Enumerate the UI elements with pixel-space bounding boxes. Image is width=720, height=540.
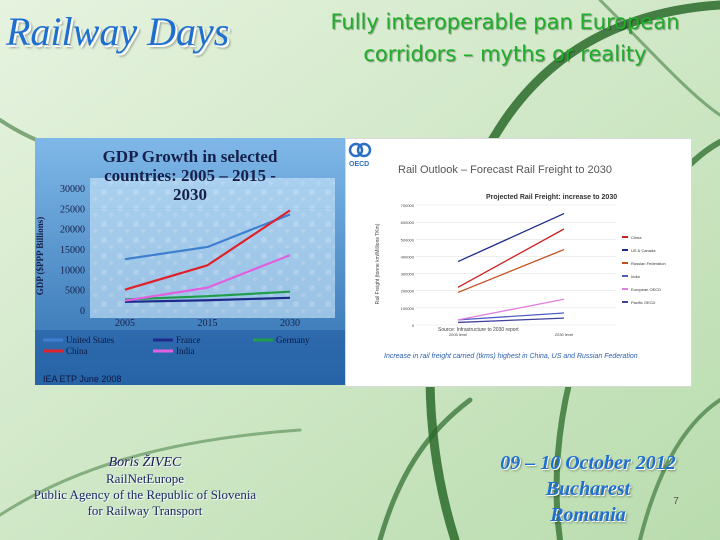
gdp-x-tick-label: 2015: [198, 318, 218, 329]
gdp-x-tick-label: 2030: [280, 318, 300, 329]
rail-source: Source: Infrastructure to 2030 report: [438, 327, 519, 333]
gdp-series-line-3: [124, 209, 291, 291]
gdp-series-line-2: [124, 290, 291, 301]
event-city: Bucharest: [545, 478, 631, 500]
gdp-legend-label: United States: [66, 335, 115, 345]
rail-series-line-4: [457, 298, 565, 321]
gdp-y-tick-label: 20000: [60, 225, 85, 236]
rail-legend-label: US & Canada: [631, 248, 656, 253]
author-agency: Public Agency of the Republic of Sloveni…: [33, 487, 257, 502]
rail-y-tick-label: 500000: [401, 237, 415, 242]
rail-y-tick-label: 0: [412, 323, 415, 328]
rail-y-tick-label: 100000: [401, 306, 415, 311]
rail-series-line-0: [457, 228, 565, 288]
rail-y-tick-label: 600000: [401, 220, 415, 225]
rail-x-tick-label: 2005 level: [449, 332, 467, 337]
gdp-legend-label: China: [66, 346, 88, 356]
author-organization: RailNetEurope: [106, 471, 184, 486]
gdp-series-line-1: [124, 296, 291, 303]
gdp-y-tick-label: 30000: [60, 184, 85, 195]
rail-legend-label: Pacific OECD: [631, 300, 656, 305]
rail-legend-label: China: [631, 235, 642, 240]
gdp-series-line-0: [124, 213, 291, 261]
oecd-logo-icon: OECD: [348, 142, 372, 168]
gdp-y-tick-label: 5000: [65, 286, 85, 297]
gdp-y-tick-label: 0: [80, 306, 85, 317]
rail-chart: OECD Rail Outlook – Forecast Rail Freigh…: [346, 139, 691, 386]
gdp-y-tick-label: 15000: [60, 245, 85, 256]
rail-series-line-3: [457, 312, 565, 321]
rail-series-line-5: [457, 317, 565, 324]
gdp-y-tick-label: 10000: [60, 265, 85, 276]
rail-y-tick-label: 300000: [401, 272, 415, 277]
event-block: 09 – 10 October 2012 Bucharest Romania: [468, 450, 708, 528]
page-number: 7: [673, 496, 679, 507]
rail-y-tick-label: 400000: [401, 254, 415, 259]
brand-title: Railway Days: [6, 9, 230, 54]
gdp-x-tick-label: 2005: [115, 318, 135, 329]
rail-chart-panel: OECD Rail Outlook – Forecast Rail Freigh…: [345, 138, 692, 387]
event-dates: 09 – 10 October 2012: [500, 452, 676, 474]
gdp-chart: GDP Growth in selected countries: 2005 –…: [35, 138, 357, 385]
gdp-y-axis-label: GDP ($PPP Billions): [35, 217, 45, 296]
rail-legend-label: India: [631, 274, 640, 279]
gdp-title-line1: GDP Growth in selected: [103, 147, 278, 166]
slide-title: Fully interoperable pan European corrido…: [330, 10, 680, 66]
oecd-logo-text: OECD: [349, 161, 369, 168]
gdp-title-line3: 2030: [173, 185, 207, 204]
gdp-title-line2: countries: 2005 – 2015 -: [104, 166, 276, 185]
gdp-legend-label: France: [176, 335, 201, 345]
rail-caption: Increase in rail freight carried (tkms) …: [384, 353, 638, 360]
gdp-legend-label: India: [176, 346, 195, 356]
rail-legend-label: Russian Federation: [631, 261, 666, 266]
gdp-source: IEA ETP June 2008: [43, 374, 121, 384]
gdp-series-line-4: [124, 254, 291, 302]
event-country: Romania: [550, 504, 626, 526]
rail-title: Rail Outlook – Forecast Rail Freight to …: [398, 164, 612, 176]
gdp-y-tick-label: 25000: [60, 204, 85, 215]
rail-x-tick-label: 2030 level: [555, 332, 573, 337]
rail-series-line-2: [457, 248, 565, 294]
gdp-chart-panel: GDP Growth in selected countries: 2005 –…: [35, 138, 357, 385]
rail-legend-label: European OECD: [631, 287, 661, 292]
author-block: Boris ŽIVEC RailNetEurope Public Agency …: [30, 455, 260, 519]
rail-subtitle: Projected Rail Freight: increase to 2030: [486, 194, 617, 201]
gdp-legend-label: Germany: [276, 335, 310, 345]
rail-series-line-1: [457, 212, 565, 263]
author-name: Boris ŽIVEC: [108, 455, 182, 470]
rail-y-tick-label: 200000: [401, 289, 415, 294]
rail-y-axis-label: Rail Freight (tonne km/Millions TKm): [375, 223, 381, 304]
rail-y-tick-label: 700000: [401, 203, 415, 208]
author-agency-line2: for Railway Transport: [87, 503, 203, 518]
